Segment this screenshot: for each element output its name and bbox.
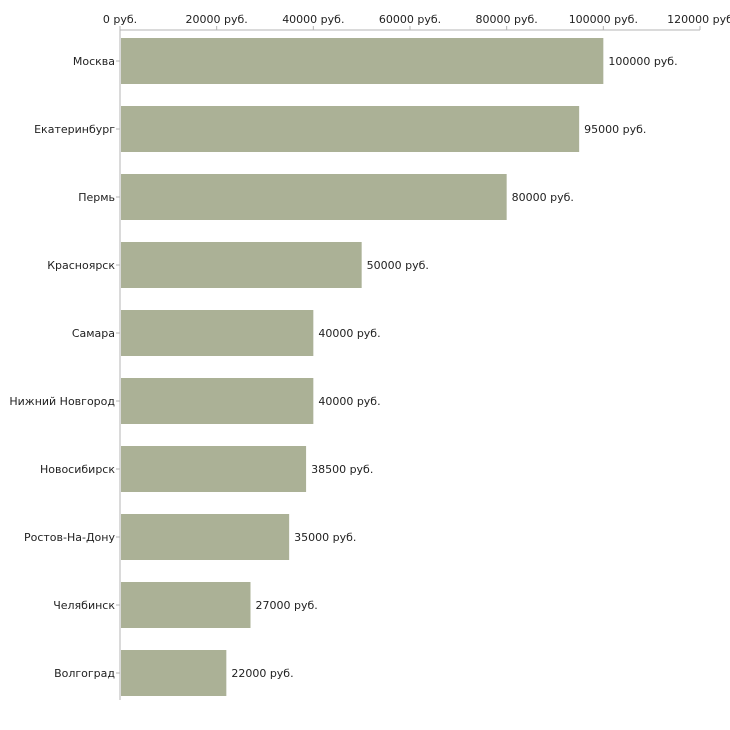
x-tick-label: 40000 руб. (282, 13, 344, 26)
category-label: Новосибирск (40, 463, 115, 476)
category-label: Москва (73, 55, 115, 68)
category-label: Ростов-На-Дону (24, 531, 115, 544)
bars-group (121, 38, 604, 696)
x-tick-label: 0 руб. (103, 13, 137, 26)
bar (121, 38, 604, 84)
bar (121, 514, 290, 560)
data-label: 95000 руб. (584, 123, 646, 136)
y-axis: Москва Екатеринбург Пермь Красноярск Самара Н… (9, 30, 121, 700)
data-labels-group: 100000 руб. 95000 руб. 80000 руб. 50000 руб… (231, 55, 677, 680)
data-label: 38500 руб. (311, 463, 373, 476)
category-label: Нижний Новгород (9, 395, 115, 408)
x-tick-label: 80000 руб. (476, 13, 538, 26)
category-label: Челябинск (53, 599, 115, 612)
category-label: Пермь (78, 191, 115, 204)
bar (121, 446, 307, 492)
bar (121, 242, 362, 288)
bar (121, 650, 227, 696)
x-tick-label: 100000 руб. (569, 13, 638, 26)
bar (121, 582, 251, 628)
data-label: 40000 руб. (318, 395, 380, 408)
bar (121, 106, 580, 152)
x-tick-label: 60000 руб. (379, 13, 441, 26)
data-label: 22000 руб. (231, 667, 293, 680)
data-label: 27000 руб. (256, 599, 318, 612)
category-label: Волгоград (54, 667, 115, 680)
data-label: 35000 руб. (294, 531, 356, 544)
bar (121, 174, 507, 220)
x-tick-label: 120000 руб (667, 13, 730, 26)
data-label: 40000 руб. (318, 327, 380, 340)
bar (121, 310, 314, 356)
x-axis: 0 руб. 20000 руб. 40000 руб. 60000 руб. 8000… (103, 13, 730, 31)
data-label: 100000 руб. (608, 55, 677, 68)
x-tick-label: 20000 руб. (186, 13, 248, 26)
category-label: Екатеринбург (34, 123, 115, 136)
category-label: Красноярск (47, 259, 115, 272)
data-label: 50000 руб. (367, 259, 429, 272)
bar (121, 378, 314, 424)
category-label: Самара (72, 327, 115, 340)
data-label: 80000 руб. (512, 191, 574, 204)
